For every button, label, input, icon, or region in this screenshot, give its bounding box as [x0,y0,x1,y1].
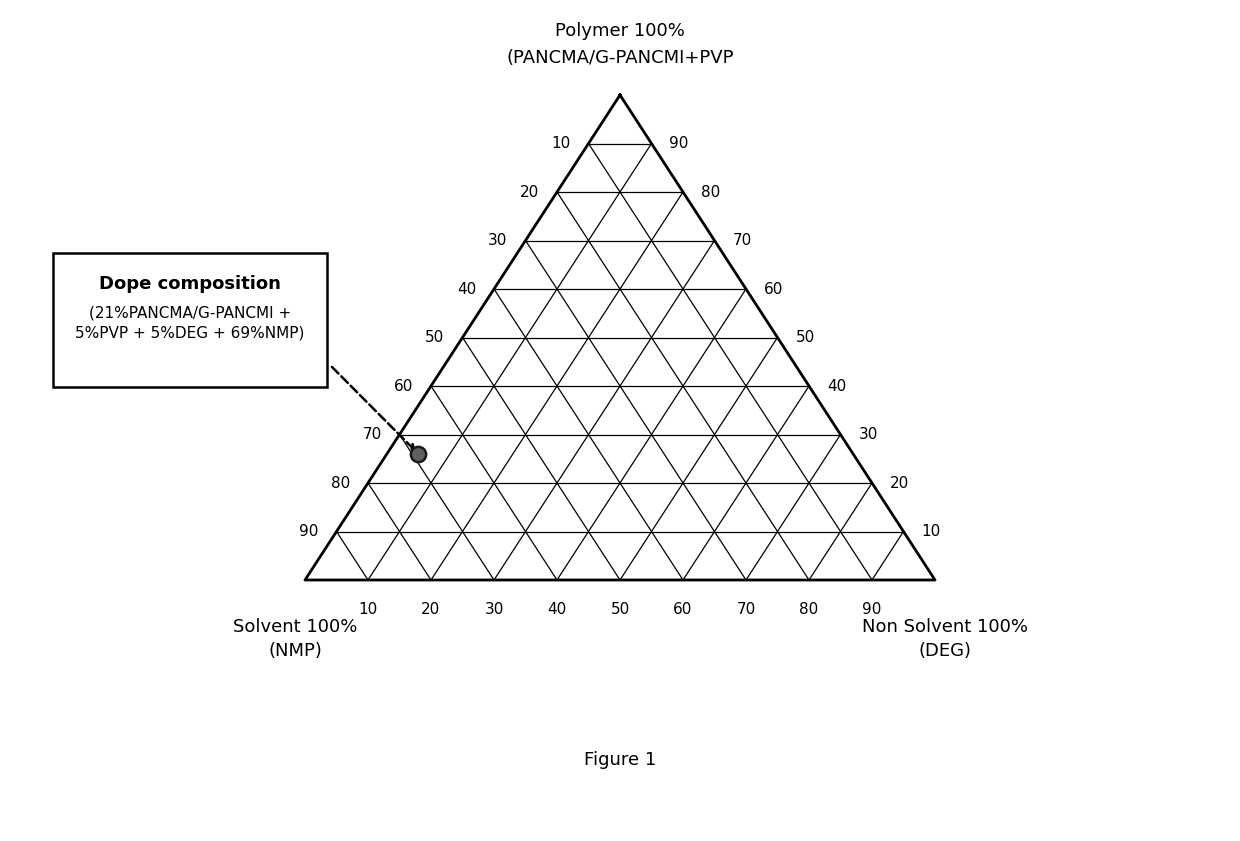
Text: 80: 80 [800,602,818,617]
Text: 10: 10 [921,524,941,539]
Text: Dope composition: Dope composition [99,275,281,293]
Text: 50: 50 [796,330,815,345]
Text: (NMP): (NMP) [268,642,322,660]
Text: 20: 20 [890,475,909,490]
Text: 60: 60 [393,378,413,394]
Text: 20: 20 [520,184,539,199]
Text: 40: 40 [547,602,567,617]
Text: 60: 60 [764,282,784,297]
Text: 30: 30 [489,233,507,248]
Text: 80: 80 [701,184,720,199]
Text: 20: 20 [422,602,440,617]
Text: 90: 90 [299,524,319,539]
Text: 40: 40 [456,282,476,297]
Text: 70: 70 [737,602,755,617]
Text: 90: 90 [670,136,689,151]
Text: Polymer 100%: Polymer 100% [556,22,684,40]
Text: 80: 80 [331,475,350,490]
Text: Solvent 100%: Solvent 100% [233,618,357,636]
Text: (21%PANCMA/G-PANCMI +: (21%PANCMA/G-PANCMI + [89,305,291,320]
Text: 10: 10 [358,602,378,617]
Text: 70: 70 [733,233,751,248]
Text: 30: 30 [858,427,878,442]
Text: Non Solvent 100%: Non Solvent 100% [862,618,1028,636]
Text: (DEG): (DEG) [919,642,971,660]
Text: 30: 30 [485,602,503,617]
Text: (PANCMA/G-PANCMI+PVP: (PANCMA/G-PANCMI+PVP [506,49,734,67]
Text: 60: 60 [673,602,693,617]
Text: Figure 1: Figure 1 [584,751,656,769]
Text: 5%PVP + 5%DEG + 69%NMP): 5%PVP + 5%DEG + 69%NMP) [76,325,305,340]
Text: 90: 90 [862,602,882,617]
Text: 50: 50 [425,330,444,345]
Text: 40: 40 [827,378,846,394]
Text: 70: 70 [362,427,382,442]
Text: 50: 50 [610,602,630,617]
FancyBboxPatch shape [53,253,327,387]
Text: 10: 10 [552,136,570,151]
